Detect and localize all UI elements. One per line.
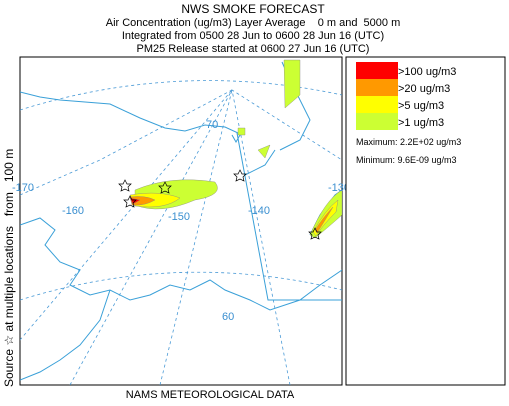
subtitle: PM25 Release started at 0600 27 Jun 16 (… bbox=[137, 43, 370, 55]
source-markers bbox=[118, 169, 322, 240]
legend-label: >5 ug/m3 bbox=[398, 100, 444, 112]
subtitle: Air Concentration (ug/m3) Layer Average … bbox=[106, 17, 401, 29]
map: -170 -160 -150 -140 -130 70 60 bbox=[12, 56, 350, 386]
smoke-contour bbox=[283, 59, 301, 109]
legend-label: >1 ug/m3 bbox=[398, 117, 444, 129]
map-frame bbox=[19, 56, 343, 386]
legend: Maximum: 2.2E+02 ug/m3 Minimum: 9.6E-09 … bbox=[345, 56, 506, 386]
legend-minimum: Minimum: 9.6E-09 ug/m3 bbox=[356, 155, 457, 165]
side-label: Source ☆ at multiple locations from 100 … bbox=[2, 149, 16, 387]
longitude-label: -140 bbox=[248, 205, 270, 217]
smoke-contour bbox=[314, 206, 334, 234]
latitude-label: 70 bbox=[206, 119, 218, 131]
graticule bbox=[20, 80, 342, 385]
longitude-label: -150 bbox=[168, 211, 190, 223]
smoke-contour bbox=[237, 127, 246, 136]
longitude-label: -170 bbox=[12, 182, 34, 194]
legend-swatch bbox=[356, 79, 398, 96]
latitude-label: 60 bbox=[222, 311, 234, 323]
smoke-contour bbox=[257, 144, 271, 159]
subtitle: Integrated from 0500 28 Jun to 0600 28 J… bbox=[122, 30, 384, 42]
legend-swatch bbox=[356, 62, 398, 79]
coastline bbox=[20, 61, 342, 381]
title: NWS SMOKE FORECAST bbox=[181, 2, 325, 16]
longitude-label: -160 bbox=[62, 205, 84, 217]
legend-label: >20 ug/m3 bbox=[398, 83, 450, 95]
smoke-plumes bbox=[129, 59, 342, 239]
legend-swatch bbox=[356, 96, 398, 113]
longitude-label: -130 bbox=[328, 182, 350, 194]
legend-maximum: Maximum: 2.2E+02 ug/m3 bbox=[356, 137, 461, 147]
legend-label: >100 ug/m3 bbox=[398, 66, 456, 78]
legend-swatch bbox=[356, 113, 398, 130]
footer: NAMS METEOROLOGICAL DATA bbox=[126, 389, 295, 401]
smoke-contour bbox=[129, 196, 156, 206]
